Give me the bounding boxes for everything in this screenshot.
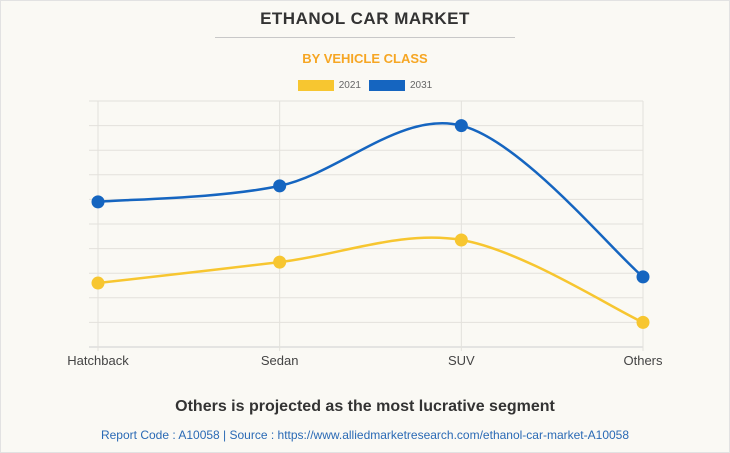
chart-caption: Others is projected as the most lucrativ…	[175, 398, 555, 415]
series-line-2021	[96, 236, 645, 324]
data-point-2021-others	[636, 315, 650, 329]
series-line-2031	[96, 122, 645, 279]
x-tick-label: Others	[623, 353, 663, 368]
legend: 2021 2031	[0, 80, 730, 91]
data-point-2031-hatchback	[91, 195, 105, 209]
legend-item-2021[interactable]: 2021	[297, 80, 361, 91]
data-point-2021-sedan	[273, 255, 287, 269]
legend-label-2021: 2021	[338, 80, 361, 91]
legend-swatch-2031	[369, 80, 405, 91]
legend-swatch-2021	[297, 80, 334, 91]
data-point-2031-others	[636, 270, 650, 284]
data-point-2031-sedan	[273, 179, 287, 193]
legend-label-2031: 2031	[410, 80, 433, 91]
x-tick-label: Hatchback	[67, 353, 129, 368]
data-point-2021-hatchback	[91, 276, 105, 290]
x-tick-label: Sedan	[261, 353, 299, 368]
chart-subtitle: BY VEHICLE CLASS	[302, 51, 428, 66]
chart-title: ETHANOL CAR MARKET	[260, 9, 470, 28]
data-point-2031-suv	[454, 119, 468, 133]
x-tick-label: SUV	[448, 353, 475, 368]
data-point-2021-suv	[454, 233, 468, 247]
source-line[interactable]: Report Code : A10058 | Source : https://…	[100, 428, 630, 442]
title-divider	[215, 37, 515, 38]
legend-item-2031[interactable]: 2031	[369, 80, 432, 91]
